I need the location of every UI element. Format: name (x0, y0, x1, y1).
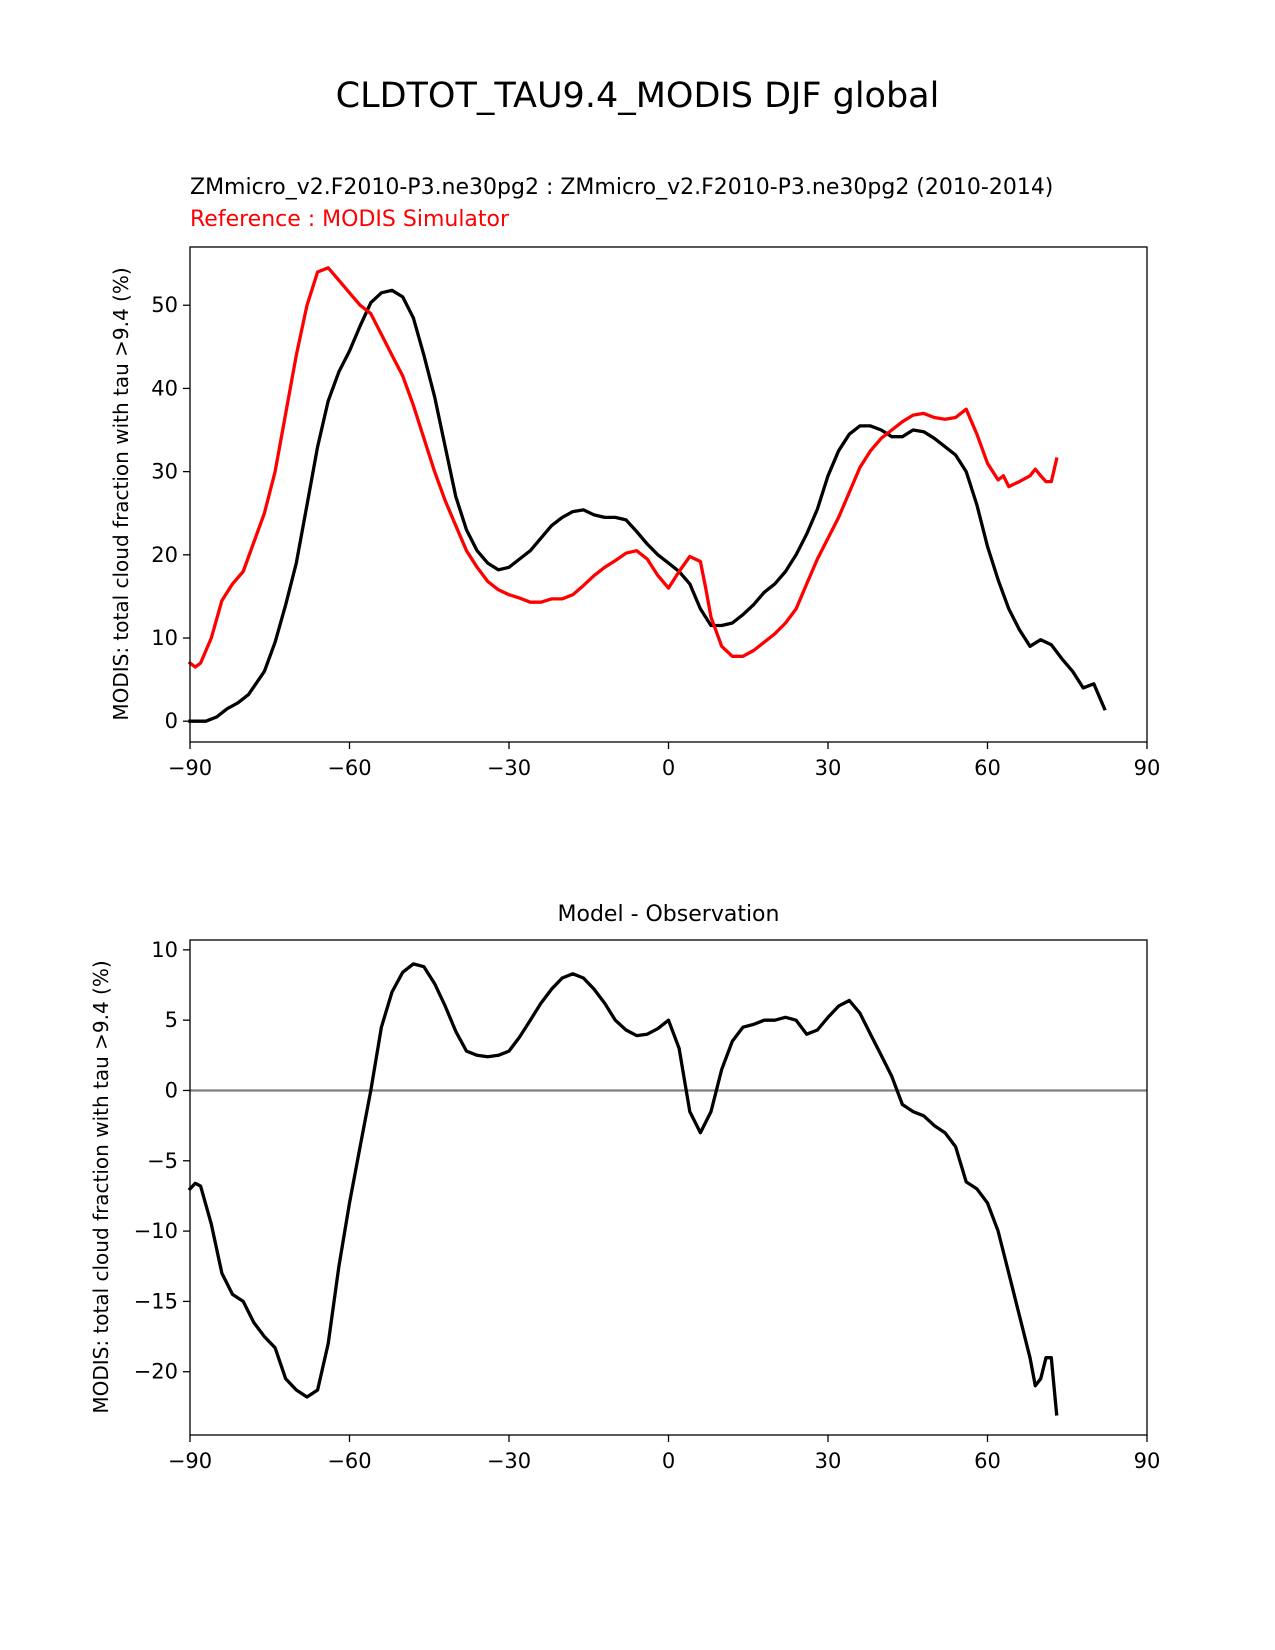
figure-title: CLDTOT_TAU9.4_MODIS DJF global (335, 76, 940, 116)
y-tick-label: 30 (151, 460, 178, 484)
top-panel: −90 −60 −30 0 30 60 90 0 10 20 30 40 50 MODIS: total … (109, 246, 1161, 780)
y-tick-label: 5 (165, 1008, 178, 1032)
x-tick-label: 60 (974, 1449, 1001, 1473)
bottom-panel-title: Model - Observation (557, 902, 780, 927)
y-tick-label: 10 (151, 626, 178, 650)
y-axis-label: MODIS: total cloud fraction with tau >9.… (89, 960, 113, 1413)
x-tick-label: 30 (815, 756, 842, 780)
series-line-reference (187, 266, 1059, 669)
y-tick-label: −5 (147, 1149, 178, 1173)
y-tick-label: 10 (151, 938, 178, 962)
axes-frame (189, 939, 1148, 1436)
y-tick-label: −15 (134, 1289, 178, 1313)
x-tick-label: 90 (1134, 756, 1161, 780)
y-tick-label: 40 (151, 376, 178, 400)
x-tick-label: −60 (327, 1449, 371, 1473)
series-line-model (188, 288, 1107, 723)
x-tick-label: 0 (662, 756, 675, 780)
x-tick-label: −60 (327, 756, 371, 780)
y-tick-label: 20 (151, 543, 178, 567)
y-tick-label: 50 (151, 293, 178, 317)
x-tick-label: −90 (168, 1449, 212, 1473)
y-tick-label: −20 (134, 1360, 178, 1384)
top-panel-title-reference: Reference : MODIS Simulator (190, 207, 510, 232)
x-tick-label: 90 (1134, 1449, 1161, 1473)
top-panel-title-test: ZMmicro_v2.F2010-P3.ne30pg2 : ZMmicro_v2… (190, 175, 1054, 200)
x-tick-label: 30 (815, 1449, 842, 1473)
x-tick-label: −30 (487, 756, 531, 780)
y-tick-label: 0 (165, 709, 178, 733)
x-tick-label: 0 (662, 1449, 675, 1473)
y-tick-label: 0 (165, 1078, 178, 1102)
y-tick-label: −10 (134, 1219, 178, 1243)
axes-frame (189, 246, 1148, 743)
y-axis-label: MODIS: total cloud fraction with tau >9.… (109, 267, 133, 720)
x-tick-label: −90 (168, 756, 212, 780)
x-tick-label: −30 (487, 1449, 531, 1473)
x-tick-label: 60 (974, 756, 1001, 780)
bottom-panel: −90 −60 −30 0 30 60 90 10 5 0 −5 −10 −15 −20 MODIS: to… (89, 938, 1160, 1473)
series-line-difference (187, 962, 1059, 1416)
